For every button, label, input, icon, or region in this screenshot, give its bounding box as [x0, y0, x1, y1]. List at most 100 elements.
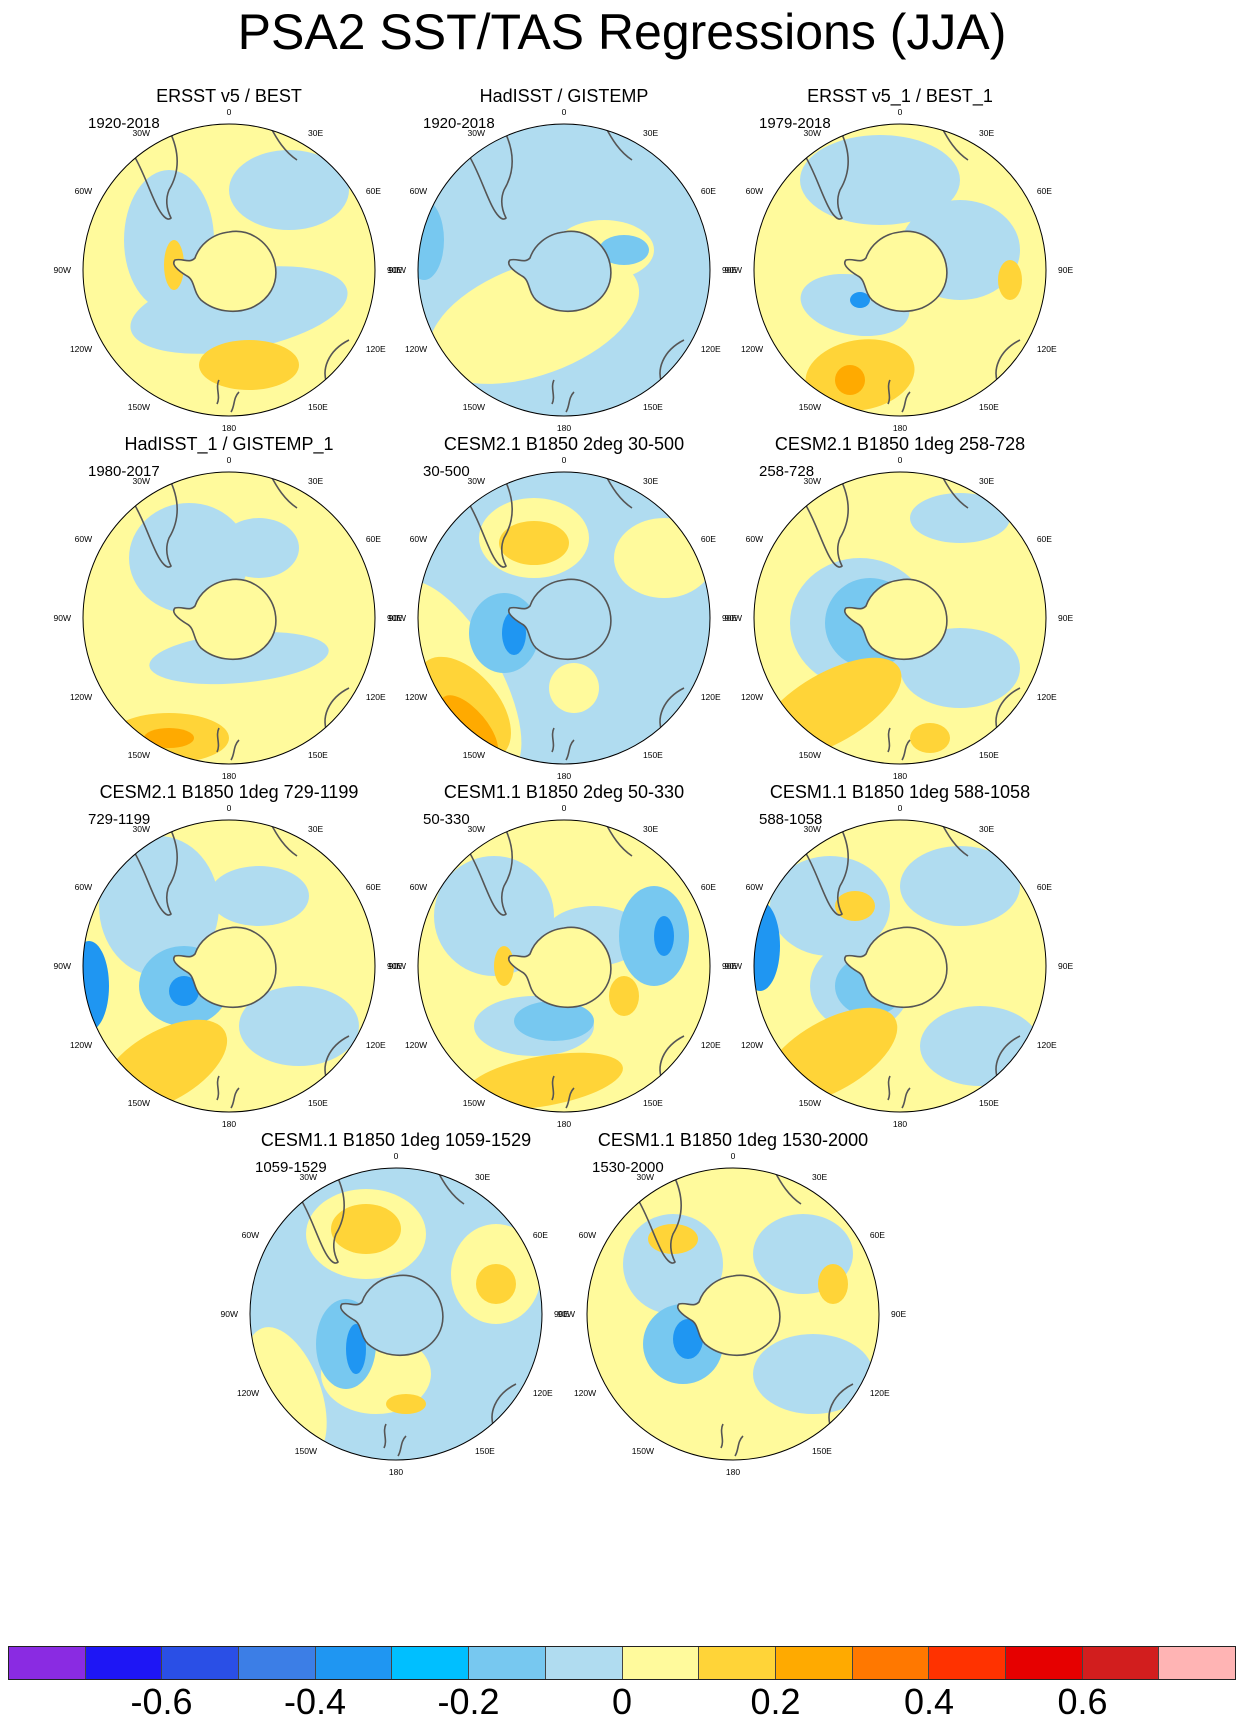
colorbar-swatch: [315, 1647, 393, 1679]
colorbar-tick-label: -0.6: [130, 1681, 193, 1722]
longitude-label: 60W: [579, 1230, 596, 1240]
colorbar-swatch: [1082, 1647, 1160, 1679]
longitude-label: 0: [898, 107, 903, 117]
longitude-label: 30W: [133, 476, 150, 486]
panel-years: 1530-2000: [592, 1159, 664, 1176]
map-boundary: [249, 1167, 543, 1461]
longitude-label: 150W: [463, 750, 485, 760]
longitude-label: 60W: [75, 186, 92, 196]
colorbar-labels: -0.6 -0.4 -0.2 0 0.2 0.4 0.6: [8, 1682, 1236, 1722]
anomaly-region: [800, 135, 960, 225]
antarctica-coastline: [507, 230, 612, 313]
longitude-label: 120W: [70, 692, 92, 702]
south-america-coastline: [803, 477, 850, 568]
anomaly-region: [910, 723, 950, 753]
anomaly-region: [549, 663, 599, 713]
longitude-label: 30E: [643, 476, 658, 486]
longitude-label: 180: [557, 1119, 571, 1129]
antarctica-coastline: [843, 926, 948, 1009]
longitude-label: 120W: [741, 692, 763, 702]
colorbar-swatch: [9, 1647, 86, 1679]
longitude-label: 180: [557, 423, 571, 433]
longitude-label: 120W: [741, 1040, 763, 1050]
longitude-label: 90E: [1058, 961, 1073, 971]
south-america-coastline: [299, 1173, 346, 1264]
longitude-label: 120E: [701, 344, 721, 354]
map-boundary: [417, 471, 711, 765]
longitude-label: 30E: [812, 1172, 827, 1182]
panel-title: CESM1.1 B1850 1deg 588-1058: [769, 782, 1031, 802]
longitude-label: 90W: [221, 1309, 238, 1319]
map-panel-cesm11-1deg-1059-1529: 0 30E 60E 90E 120E 150E 180 150W 120W 90W 60W 30W C…: [211, 1129, 581, 1509]
panel-years: 729-1199: [88, 811, 151, 828]
longitude-label: 60E: [366, 186, 381, 196]
colorbar-swatch: [1159, 1647, 1235, 1679]
panel-years: 1980-2017: [88, 463, 160, 480]
longitude-label: 90W: [558, 1309, 575, 1319]
longitude-label: 90E: [1058, 613, 1073, 623]
longitude-label: 60E: [870, 1230, 885, 1240]
longitude-label: 60W: [746, 186, 763, 196]
longitude-label: 90E: [1058, 265, 1073, 275]
map-panel-cesm21-2deg-30-500: 0 30E 60E 90E 120E 150E 180 150W 120W 90W 60W 30W C…: [379, 433, 749, 813]
colorbar-swatch: [162, 1647, 240, 1679]
longitude-label: 30E: [308, 476, 323, 486]
longitude-label: 120E: [701, 692, 721, 702]
longitude-label: 30W: [804, 824, 821, 834]
longitude-label: 90W: [725, 265, 742, 275]
longitude-label: 30W: [637, 1172, 654, 1182]
panel-title: CESM1.1 B1850 1deg 1530-2000: [597, 1130, 869, 1150]
panel-title: CESM2.1 B1850 1deg 258-728: [774, 434, 1026, 454]
longitude-label: 0: [394, 1151, 399, 1161]
colorbar-swatch: [775, 1647, 853, 1679]
anomaly-region: [219, 518, 299, 578]
longitude-label: 150E: [643, 402, 663, 412]
longitude-label: 120E: [366, 344, 386, 354]
anomaly-region: [753, 1334, 873, 1414]
south-america-coastline: [467, 825, 514, 916]
anomaly-region: [754, 901, 780, 991]
anomaly-region: [599, 235, 649, 265]
longitude-label: 60W: [242, 1230, 259, 1240]
anomaly-region: [418, 200, 444, 280]
longitude-label: 180: [557, 771, 571, 781]
new-zealand-coastline: [887, 727, 911, 761]
longitude-label: 0: [562, 455, 567, 465]
longitude-label: 30W: [468, 824, 485, 834]
antarctica-coastline: [507, 578, 612, 661]
colorbar: [8, 1646, 1236, 1680]
longitude-label: 150E: [308, 1098, 328, 1108]
anomaly-region: [835, 891, 875, 921]
anomaly-region: [465, 1052, 623, 1110]
longitude-label: 0: [227, 455, 232, 465]
longitude-label: 60E: [1037, 534, 1052, 544]
longitude-label: 60E: [533, 1230, 548, 1240]
anomaly-region: [499, 521, 569, 565]
polar-map: 0 30E 60E 90E 120E 150E 180 150W 120W 90W 60W 30W: [221, 1151, 570, 1477]
longitude-label: 30E: [308, 824, 323, 834]
longitude-label: 30E: [979, 824, 994, 834]
anomaly-region: [239, 986, 359, 1066]
longitude-label: 120W: [405, 1040, 427, 1050]
anomaly-region: [434, 856, 554, 976]
longitude-label: 90W: [54, 961, 71, 971]
colorbar-swatch: [85, 1647, 163, 1679]
longitude-label: 150W: [799, 1098, 821, 1108]
panel-title: ERSST v5_1 / BEST_1: [807, 86, 993, 106]
longitude-label: 0: [562, 803, 567, 813]
anomaly-region: [169, 976, 199, 1006]
colorbar-swatch: [1005, 1647, 1083, 1679]
longitude-label: 60E: [701, 882, 716, 892]
longitude-label: 60E: [1037, 882, 1052, 892]
longitude-label: 30W: [133, 128, 150, 138]
longitude-label: 60W: [410, 534, 427, 544]
colorbar-tick-label: 0.6: [1057, 1681, 1108, 1722]
colorbar-tick-label: 0: [611, 1681, 633, 1722]
antarctica-coastline: [339, 1274, 444, 1357]
new-zealand-coastline: [551, 727, 575, 761]
panel-years: 588-1058: [759, 811, 823, 828]
longitude-label: 30E: [979, 128, 994, 138]
anomaly-region: [83, 941, 109, 1031]
south-america-coastline: [803, 825, 850, 916]
map-boundary: [417, 123, 711, 417]
